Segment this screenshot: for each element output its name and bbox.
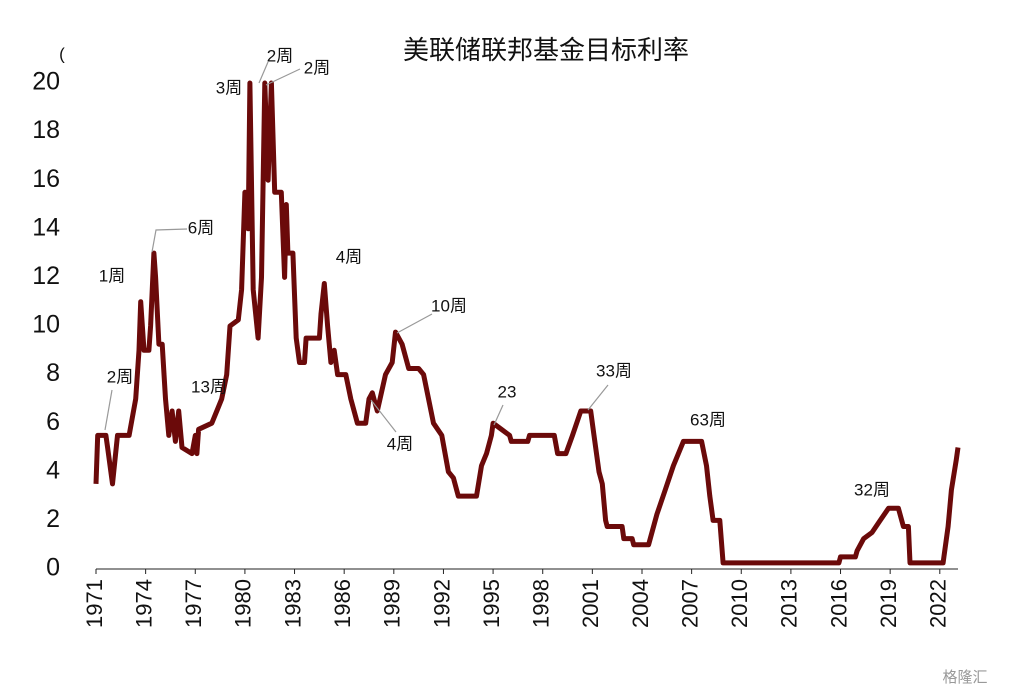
annotation: 2周 (107, 367, 133, 386)
x-tick-label: 1977 (181, 579, 206, 628)
annotation: 2周 (267, 46, 293, 65)
annotation: 32周 (854, 480, 890, 499)
y-tick-label: 6 (46, 408, 60, 436)
y-tick-label: 16 (32, 165, 60, 193)
leader-line (265, 68, 301, 86)
y-tick-label: 2 (46, 505, 60, 533)
leader-line (493, 404, 504, 426)
annotation: 2周 (304, 58, 330, 77)
annotation: 10周 (431, 296, 467, 315)
leader-line (104, 389, 113, 431)
x-tick-label: 1983 (280, 579, 305, 628)
x-tick-label: 2013 (777, 579, 802, 628)
chart-title: 美联储联邦基金目标利率 (403, 35, 689, 65)
annotation: 23 (498, 382, 517, 401)
x-tick-label: 2001 (578, 579, 603, 628)
annotation: 63周 (690, 410, 726, 429)
annotation: 33周 (596, 361, 632, 380)
x-tick-label: 2007 (677, 579, 702, 628)
leader-line (370, 399, 397, 433)
leader-line (151, 228, 188, 253)
x-tick-label: 1971 (82, 579, 107, 628)
annotation: 6周 (188, 218, 214, 237)
y-tick-label: 12 (32, 262, 60, 290)
x-tick-label: 2019 (876, 579, 901, 628)
x-tick-label: 1986 (330, 579, 355, 628)
leader-line (396, 313, 433, 334)
x-tick-label: 1980 (231, 579, 256, 628)
x-tick-label: 1989 (380, 579, 405, 628)
y-tick-label: 8 (46, 359, 60, 387)
x-tick-label: 1992 (429, 579, 454, 628)
x-tick-label: 1998 (529, 579, 554, 628)
leader-line (258, 61, 269, 84)
annotation: 3周 (216, 78, 242, 97)
y-tick-label: 10 (32, 311, 60, 339)
y-tick-label: 14 (32, 213, 60, 241)
x-tick-label: 1974 (131, 579, 156, 628)
x-tick-label: 2004 (628, 579, 653, 628)
annotation: 4周 (387, 434, 413, 453)
annotation: 13周 (191, 377, 227, 396)
x-tick-label: 2022 (926, 579, 951, 628)
y-tick-label: 0 (46, 554, 60, 582)
y-tick-label: 20 (32, 68, 60, 96)
annotation: 1周 (99, 266, 125, 285)
watermark: 格隆汇 (942, 669, 987, 686)
annotation: 4周 (336, 247, 362, 266)
x-tick-label: 2016 (826, 579, 851, 628)
y-tick-label: 4 (46, 456, 60, 484)
annotation: ( (59, 44, 65, 63)
leader-line (587, 384, 609, 411)
rate-line (93, 80, 961, 566)
x-tick-label: 2010 (727, 579, 752, 628)
y-tick-label: 18 (32, 116, 60, 144)
x-tick-label: 1995 (479, 579, 504, 628)
